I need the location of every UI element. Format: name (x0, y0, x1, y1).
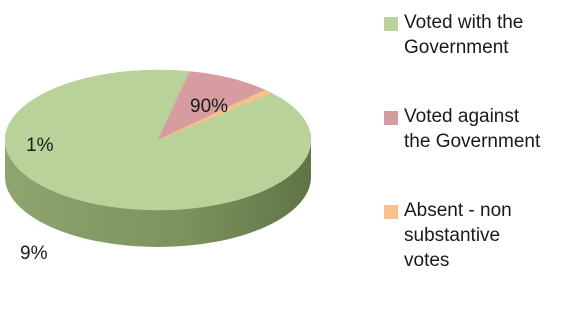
pie-slice-against (157, 71, 266, 141)
legend-entry-with: Voted with the Government (384, 10, 584, 60)
legend-entry-against: Voted against the Government (384, 104, 584, 154)
pie-chart (4, 69, 312, 247)
legend-label-absent: Absent - non substantive votes (404, 200, 512, 271)
legend: Voted with the Government Voted against … (384, 10, 584, 273)
legend-label-with: Voted with the Government (404, 12, 524, 58)
legend-swatch-against (384, 111, 398, 125)
legend-swatch-absent (384, 205, 398, 219)
data-label-absent: 1% (26, 135, 54, 156)
data-label-against: 9% (20, 243, 48, 264)
legend-label-against: Voted against the Government (404, 106, 541, 152)
legend-entry-absent: Absent - non substantive votes (384, 198, 584, 273)
data-label-with: 90% (190, 96, 229, 117)
pie-slice-absent (157, 89, 273, 141)
pie-side-with (5, 140, 311, 247)
legend-swatch-with (384, 17, 398, 31)
